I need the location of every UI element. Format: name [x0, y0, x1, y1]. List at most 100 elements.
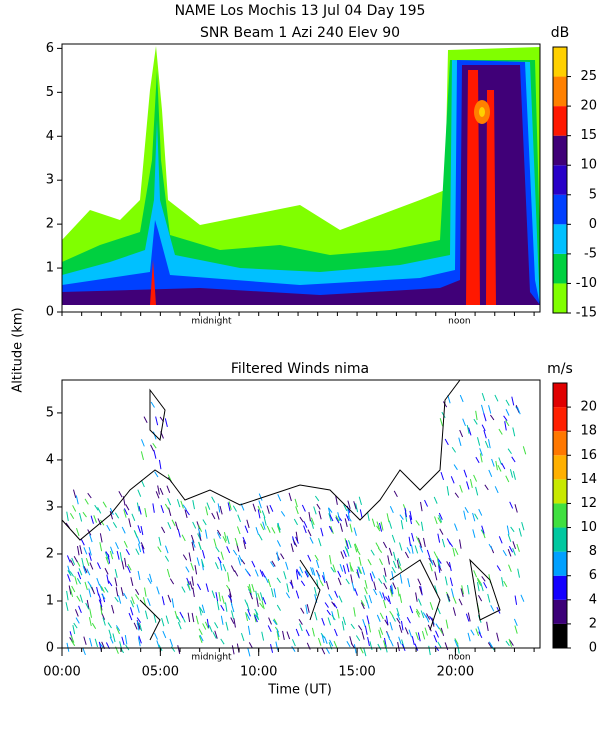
- wind-barb: [514, 595, 518, 605]
- wind-barb: [234, 570, 239, 577]
- wind-barb: [136, 621, 140, 631]
- wind-barb: [461, 585, 465, 595]
- wind-barb: [343, 504, 348, 512]
- wind-barb: [196, 521, 201, 530]
- wind-barb: [433, 634, 438, 643]
- wind-barb: [517, 568, 520, 578]
- colorbar-segment: [553, 527, 567, 552]
- wind-barb: [363, 587, 368, 595]
- wind-barb: [150, 444, 155, 452]
- wind-barb: [418, 586, 423, 595]
- wind-barb: [361, 631, 365, 640]
- wind-barb: [420, 610, 425, 619]
- wind-barb: [111, 604, 115, 614]
- colorbar-tick-label: -15: [576, 306, 597, 321]
- wind-barb: [358, 566, 363, 574]
- wind-barb: [138, 505, 142, 515]
- wind-barb: [349, 562, 352, 572]
- wind-barb: [247, 625, 251, 636]
- wind-barb: [340, 551, 345, 559]
- wind-barb: [375, 542, 380, 549]
- wind-barb: [382, 592, 386, 601]
- wind-barb: [254, 608, 259, 615]
- wind-barb: [458, 598, 463, 606]
- wind-barb: [321, 617, 325, 626]
- wind-barb: [217, 556, 222, 564]
- wind-barb: [83, 547, 88, 555]
- wind-barb: [104, 551, 109, 560]
- wind-barb: [310, 567, 314, 576]
- wind-barb: [397, 587, 400, 597]
- wind-barb: [130, 577, 134, 586]
- wind-barb: [409, 510, 413, 520]
- wind-barb: [445, 619, 449, 629]
- colorbar-segment: [553, 106, 567, 136]
- wind-barb: [157, 485, 160, 495]
- wind-barb: [283, 571, 287, 580]
- wind-barb: [116, 627, 120, 635]
- wind-barb: [251, 560, 256, 568]
- wind-barb: [444, 438, 449, 446]
- wind-barb: [516, 543, 520, 552]
- colorbar-frame: [552, 382, 568, 649]
- wind-barb: [296, 568, 301, 576]
- wind-barb: [276, 525, 281, 533]
- wind-barb: [190, 562, 194, 571]
- wind-barb: [476, 582, 480, 592]
- wind-barb: [472, 512, 476, 522]
- wind-barb: [459, 429, 464, 438]
- wind-barb: [219, 561, 223, 571]
- wind-barb: [91, 622, 97, 630]
- wind-barb: [452, 547, 456, 557]
- wind-barb: [190, 534, 195, 543]
- wind-barb: [353, 644, 357, 654]
- wind-barb: [66, 511, 69, 521]
- wind-barb: [121, 526, 126, 534]
- wind-barb: [346, 563, 350, 573]
- wind-barb: [324, 602, 329, 608]
- wind-barb: [138, 622, 143, 632]
- wind-barb: [247, 647, 251, 657]
- wind-barb: [69, 571, 75, 577]
- wind-barb: [115, 587, 119, 597]
- wind-barb: [346, 548, 350, 557]
- wind-barb: [387, 595, 391, 605]
- wind-barb: [454, 492, 460, 498]
- wind-barb: [136, 604, 140, 613]
- wind-barb: [505, 399, 510, 406]
- wind-barb: [161, 596, 165, 606]
- wind-barb: [454, 638, 459, 645]
- wind-barb: [99, 533, 103, 543]
- wind-barb: [137, 525, 142, 534]
- wind-barb: [240, 632, 245, 642]
- wind-barb: [244, 568, 250, 575]
- wind-barb: [294, 498, 298, 508]
- wind-barb: [212, 632, 217, 639]
- wind-barb: [448, 561, 452, 572]
- colorbar-segment: [553, 224, 567, 254]
- snr-area: [62, 60, 540, 305]
- colorbar-segment: [553, 503, 567, 528]
- wind-barb: [244, 525, 249, 533]
- wind-barb: [438, 512, 443, 520]
- wind-barb: [379, 627, 384, 635]
- wind-barb: [298, 571, 303, 578]
- wind-barb: [453, 464, 458, 471]
- wind-barb: [205, 506, 209, 516]
- wind-barb: [268, 617, 272, 625]
- wind-barb: [376, 614, 381, 622]
- wind-barb: [216, 532, 221, 539]
- wind-barb: [106, 574, 110, 584]
- wind-barb: [227, 572, 230, 582]
- wind-barb: [350, 574, 353, 584]
- wind-barb: [198, 532, 202, 542]
- wind-barb: [262, 521, 266, 530]
- wind-barb: [96, 577, 100, 586]
- colorbar-tick-label: 20: [580, 400, 597, 415]
- wind-barb: [159, 487, 164, 496]
- wind-barb: [247, 585, 252, 593]
- wind-barb: [373, 588, 378, 596]
- wind-barb: [133, 622, 138, 630]
- wind-barb: [255, 527, 260, 536]
- wind-barb: [429, 601, 434, 610]
